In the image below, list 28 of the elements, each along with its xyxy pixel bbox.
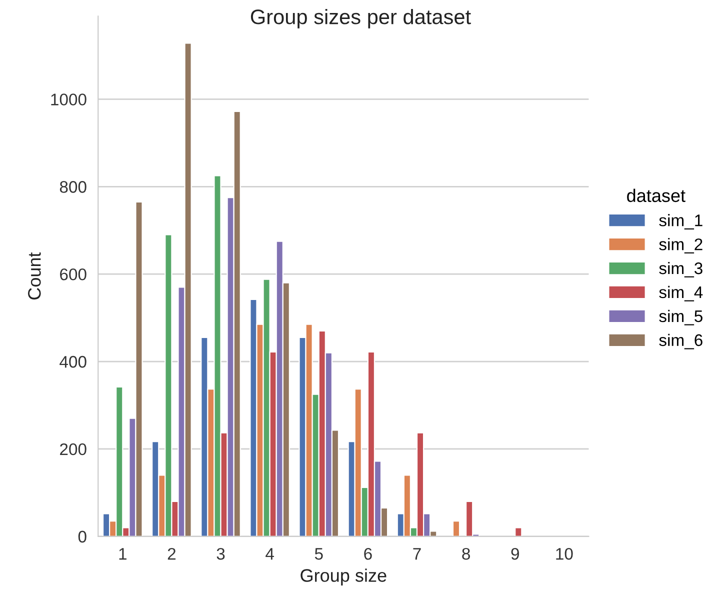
x-tick-label: 6 (364, 548, 372, 560)
x-axis-title: Group size (300, 568, 386, 586)
bar (452, 520, 460, 536)
legend-label: sim_3 (659, 262, 702, 278)
y-tick-label: 600 (60, 268, 86, 280)
x-tick-label: 9 (511, 548, 519, 560)
x-tick-label: 5 (314, 548, 323, 560)
x-tick-label: 2 (168, 548, 176, 560)
y-tick-label: 0 (78, 530, 86, 543)
x-tick-label: 7 (413, 548, 421, 560)
y-tick-label: 200 (60, 443, 86, 456)
y-tick-label: 400 (60, 356, 86, 368)
x-tick-label: 3 (216, 548, 225, 560)
x-tick-label: 1 (119, 548, 126, 560)
x-tick-label: 10 (556, 548, 573, 560)
legend-title: dataset (627, 188, 686, 202)
legend-label: sim_2 (659, 238, 702, 254)
y-axis-title: Count (28, 252, 41, 300)
legend-label: sim_4 (659, 286, 703, 302)
legend-label: sim_6 (659, 334, 702, 350)
y-tick-label: 800 (60, 181, 86, 193)
legend-label: sim_1 (659, 214, 702, 230)
chart-title: Group sizes per dataset (250, 8, 471, 28)
x-tick-label: 4 (266, 548, 274, 560)
legend-label: sim_5 (659, 310, 702, 326)
bar (514, 527, 522, 536)
y-tick-label: 1000 (51, 94, 86, 106)
x-tick-label: 8 (462, 548, 470, 560)
